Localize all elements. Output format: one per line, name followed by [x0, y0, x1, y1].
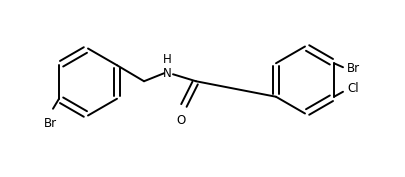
Text: Cl: Cl: [347, 82, 359, 95]
Text: Br: Br: [347, 62, 360, 75]
Text: Br: Br: [43, 117, 57, 130]
Text: O: O: [177, 114, 185, 127]
Text: N: N: [163, 67, 171, 80]
Text: H: H: [163, 53, 171, 66]
